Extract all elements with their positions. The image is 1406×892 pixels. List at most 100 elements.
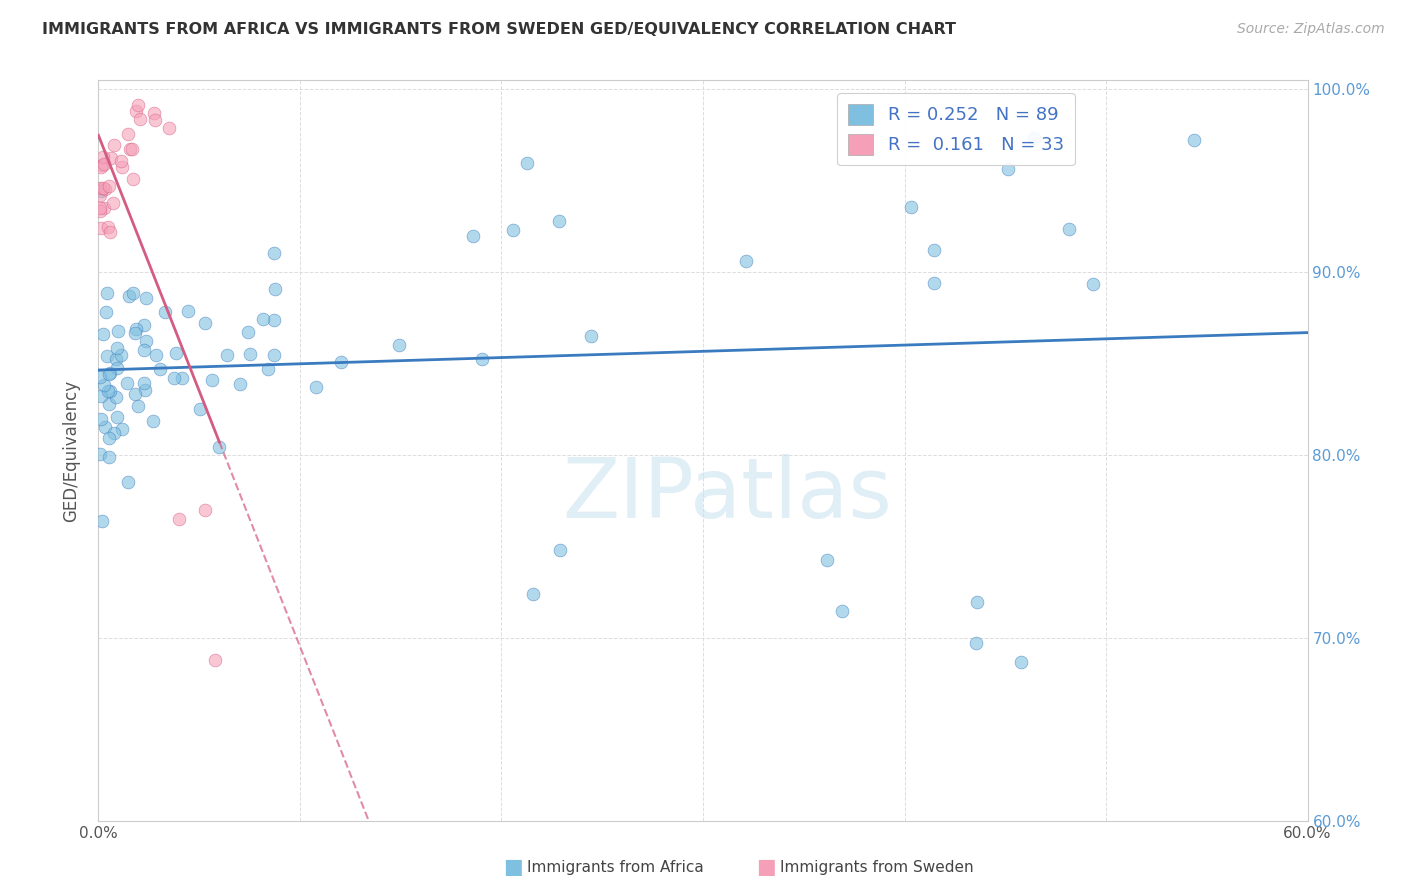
Point: [1057, 221, 1080, 235]
Point: [471, 351, 494, 366]
Point: [1024, 131, 1046, 145]
Point: [194, 503, 217, 517]
Point: [91, 181, 114, 195]
Text: Immigrants from Africa: Immigrants from Africa: [527, 860, 704, 874]
Point: [134, 384, 156, 398]
Point: [134, 318, 156, 332]
Point: [924, 243, 946, 257]
Point: [94, 182, 117, 196]
Point: [94, 304, 117, 318]
Point: [97, 219, 120, 234]
Point: [110, 154, 132, 169]
Point: [93, 377, 115, 392]
Point: [98, 384, 121, 399]
Point: [96, 285, 118, 300]
Point: [91, 150, 114, 164]
Point: [550, 542, 572, 557]
Point: [96, 350, 118, 364]
Point: [127, 98, 149, 112]
Text: ZIPatlas: ZIPatlas: [562, 454, 893, 535]
Point: [522, 587, 544, 601]
Text: Immigrants from Sweden: Immigrants from Sweden: [780, 860, 974, 874]
Point: [188, 402, 211, 417]
Point: [157, 120, 180, 135]
Point: [831, 604, 853, 618]
Point: [502, 223, 524, 237]
Point: [103, 425, 125, 440]
Point: [103, 138, 125, 153]
Point: [100, 367, 122, 381]
Point: [815, 553, 838, 567]
Point: [120, 142, 142, 156]
Point: [90, 160, 112, 174]
Point: [121, 286, 143, 301]
Point: [229, 376, 252, 391]
Point: [118, 289, 141, 303]
Point: [97, 397, 120, 411]
Point: [547, 213, 569, 227]
Point: [204, 653, 226, 667]
Point: [111, 422, 134, 436]
Point: [125, 322, 148, 336]
Point: [90, 220, 112, 235]
Text: Source: ZipAtlas.com: Source: ZipAtlas.com: [1237, 22, 1385, 37]
Point: [89, 201, 111, 215]
Point: [165, 346, 187, 360]
Point: [121, 172, 143, 186]
Point: [93, 157, 115, 171]
Text: ■: ■: [503, 857, 523, 877]
Text: IMMIGRANTS FROM AFRICA VS IMMIGRANTS FROM SWEDEN GED/EQUIVALENCY CORRELATION CHA: IMMIGRANTS FROM AFRICA VS IMMIGRANTS FRO…: [42, 22, 956, 37]
Point: [388, 337, 411, 351]
Point: [121, 142, 143, 156]
Point: [142, 414, 165, 428]
Point: [461, 229, 484, 244]
Point: [124, 103, 146, 118]
Point: [143, 106, 166, 120]
Point: [1083, 277, 1105, 291]
Point: [89, 204, 111, 219]
Point: [89, 181, 111, 195]
Point: [263, 313, 285, 327]
Point: [966, 595, 988, 609]
Point: [922, 276, 945, 290]
Point: [101, 196, 124, 211]
Point: [177, 304, 200, 318]
Point: [238, 325, 260, 339]
Point: [170, 371, 193, 385]
Point: [900, 200, 922, 214]
Y-axis label: GED/Equivalency: GED/Equivalency: [62, 379, 80, 522]
Point: [110, 348, 132, 362]
Point: [90, 515, 112, 529]
Point: [127, 399, 149, 413]
Legend: R = 0.252   N = 89, R =  0.161   N = 33: R = 0.252 N = 89, R = 0.161 N = 33: [838, 93, 1074, 165]
Point: [97, 179, 120, 194]
Point: [117, 475, 139, 490]
Point: [135, 292, 157, 306]
Point: [105, 409, 128, 424]
Point: [90, 184, 112, 198]
Point: [89, 370, 111, 384]
Point: [97, 384, 120, 398]
Point: [91, 326, 114, 341]
Point: [117, 127, 139, 141]
Point: [128, 112, 150, 127]
Point: [105, 342, 128, 356]
Point: [98, 226, 121, 240]
Point: [93, 201, 115, 215]
Point: [104, 390, 127, 404]
Point: [516, 156, 538, 170]
Point: [579, 328, 602, 343]
Point: [100, 151, 122, 165]
Point: [143, 113, 166, 128]
Point: [89, 447, 111, 461]
Point: [162, 370, 184, 384]
Point: [124, 386, 146, 401]
Point: [91, 158, 114, 172]
Point: [97, 368, 120, 382]
Point: [90, 389, 112, 403]
Point: [965, 636, 987, 650]
Point: [104, 352, 127, 367]
Point: [305, 380, 328, 394]
Point: [201, 373, 224, 387]
Point: [252, 312, 274, 326]
